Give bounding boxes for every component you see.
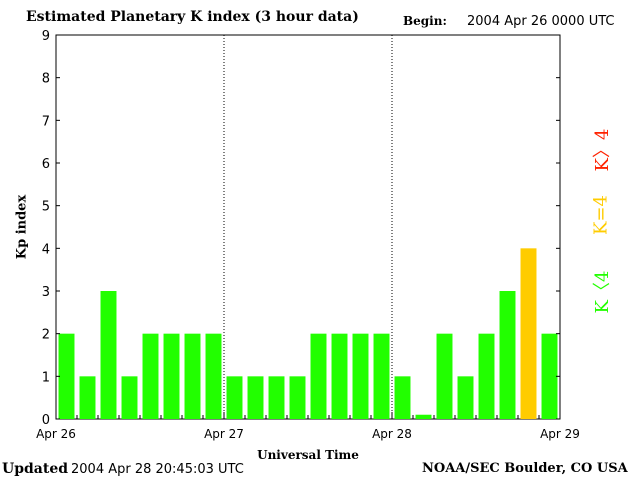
y-tick-label: 8 — [42, 72, 50, 87]
kp-bar — [499, 291, 516, 419]
kp-bar — [268, 376, 285, 419]
kp-bar — [226, 376, 243, 419]
kp-bar — [163, 333, 180, 419]
kp-bar — [331, 333, 348, 419]
kp-bar — [310, 333, 327, 419]
y-axis-label: Kp index — [14, 194, 30, 260]
credit-line: NOAA/SEC Boulder, CO USA — [422, 461, 628, 476]
x-tick-label: Apr 26 — [36, 427, 76, 441]
kp-bar — [415, 414, 432, 419]
kp-bar — [457, 376, 474, 419]
updated-timestamp: 2004 Apr 28 20:45:03 UTC — [71, 462, 244, 477]
kp-bar — [121, 376, 138, 419]
x-tick-label: Apr 28 — [372, 427, 412, 441]
kp-bar — [352, 333, 369, 419]
legend-low: K〈4 — [592, 270, 613, 314]
begin-value: 2004 Apr 26 0000 UTC — [467, 14, 615, 29]
kp-bar — [520, 248, 537, 419]
kp-bar — [541, 333, 558, 419]
kp-bar — [247, 376, 264, 419]
y-tick-label: 6 — [42, 157, 50, 172]
y-tick-label: 1 — [42, 370, 50, 385]
kp-bar — [394, 376, 411, 419]
kp-bar — [289, 376, 306, 419]
kp-bar — [142, 333, 159, 419]
legend-mid: K=4 — [590, 195, 612, 235]
updated-label: Updated — [2, 461, 69, 477]
y-tick-label: 5 — [42, 200, 50, 215]
kp-bar — [184, 333, 201, 419]
x-tick-label: Apr 29 — [540, 427, 580, 441]
x-axis-label: Universal Time — [257, 448, 359, 462]
y-tick-label: 7 — [42, 114, 50, 129]
x-tick-label: Apr 27 — [204, 427, 244, 441]
chart-title: Estimated Planetary K index (3 hour data… — [26, 9, 359, 25]
kp-bar — [100, 291, 117, 419]
kp-bar — [478, 333, 495, 419]
kp-bar — [205, 333, 222, 419]
y-tick-label: 3 — [42, 285, 50, 300]
legend-high: K〉4 — [592, 128, 613, 172]
y-tick-label: 0 — [42, 413, 50, 428]
y-tick-label: 2 — [42, 328, 50, 343]
y-tick-label: 4 — [42, 242, 50, 257]
kp-bar — [373, 333, 390, 419]
begin-label: Begin: — [403, 14, 447, 28]
kp-bar — [436, 333, 453, 419]
kp-bar — [58, 333, 75, 419]
y-tick-label: 9 — [42, 29, 50, 44]
kp-bar — [79, 376, 96, 419]
